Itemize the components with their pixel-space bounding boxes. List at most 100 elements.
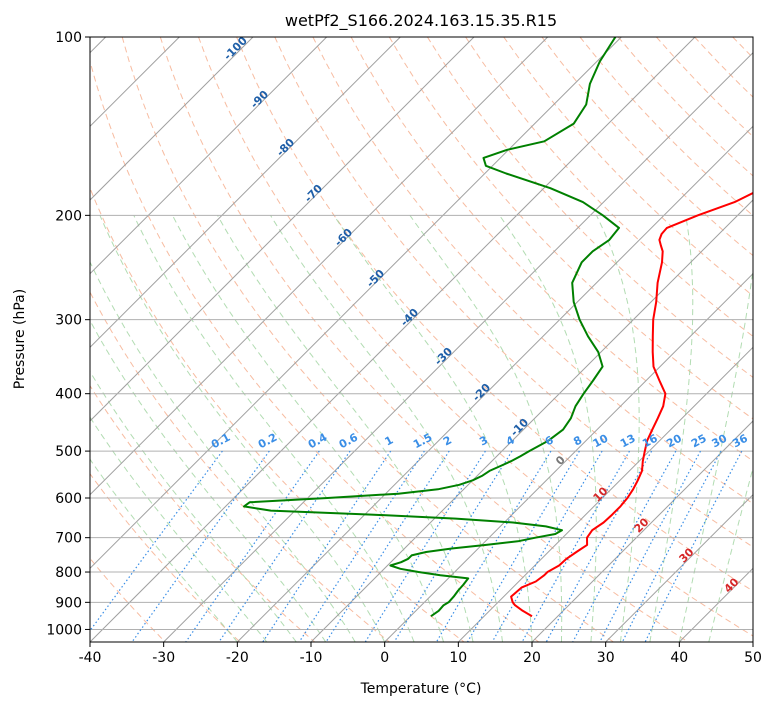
- temperature-profile-line: [510, 191, 753, 618]
- moist-adiabat: [499, 215, 597, 642]
- moist-adiabat: [133, 215, 415, 642]
- plot-frame: [89, 36, 754, 643]
- y-tick-label: 600: [55, 491, 82, 507]
- mixing-ratio-line: [325, 450, 450, 642]
- isotherm: [457, 346, 753, 642]
- dry-adiabat-label: -20: [470, 381, 493, 404]
- isotherm: [163, 51, 753, 642]
- mixing-ratio-line: [572, 450, 677, 642]
- dry-adiabat: [90, 384, 316, 642]
- moist-adiabat: [270, 215, 503, 642]
- mixing-ratio-label: 13: [618, 432, 638, 451]
- y-tick-label: 200: [55, 208, 82, 224]
- dry-adiabat-label: -80: [274, 136, 297, 159]
- dry-adiabat: [465, 37, 753, 338]
- x-tick-label: 20: [523, 650, 541, 666]
- chart-title: wetPf2_S166.2024.163.15.35.R15: [285, 11, 557, 31]
- dry-adiabat: [503, 37, 753, 297]
- mixing-ratio-line: [599, 450, 702, 642]
- mixing-ratio-line: [491, 450, 603, 642]
- mixing-ratio-line: [621, 450, 722, 642]
- dry-adiabat: [90, 291, 390, 642]
- mixing-ratio-label: 0.4: [306, 431, 330, 452]
- y-tick-label: 800: [55, 565, 82, 581]
- mixing-ratio-line: [90, 450, 223, 632]
- mixing-ratio-line: [185, 450, 320, 642]
- isotherm: [90, 37, 328, 275]
- dry-adiabat: [159, 37, 689, 642]
- mixing-ratio-label: 2: [441, 433, 454, 448]
- moist-adiabat: [90, 319, 327, 642]
- mixing-ratio-line: [218, 450, 351, 642]
- dry-adiabat-label: -60: [332, 226, 355, 249]
- x-tick-label: 40: [670, 650, 688, 666]
- x-tick-label: -30: [152, 650, 175, 666]
- moist-adiabat: [172, 215, 445, 642]
- dry-adiabat: [274, 37, 753, 548]
- isotherm: [90, 37, 475, 422]
- x-axis-title: Temperature (°C): [360, 681, 482, 697]
- x-tick-label: 10: [449, 650, 467, 666]
- dry-adiabat: [771, 37, 775, 642]
- axes: -40 -30 -20 -10 0 10 20 30 40 50 100 200 300 400 500 60…: [46, 30, 762, 666]
- background-lines: [90, 37, 775, 642]
- y-tick-label: 100: [55, 30, 82, 46]
- moist-adiabat: [90, 260, 356, 642]
- dry-adiabat: [388, 37, 753, 420]
- isotherm: [90, 37, 622, 570]
- dry-adiabat: [90, 557, 166, 642]
- y-tick-label: 400: [55, 387, 82, 403]
- mixing-ratio-label: 25: [689, 432, 709, 451]
- moist-adiabat: [649, 215, 694, 642]
- isotherm: [90, 37, 254, 201]
- mixing-ratio-line: [393, 450, 513, 642]
- mixing-ratio-label: 36: [730, 432, 750, 451]
- x-tick-label: 0: [380, 650, 389, 666]
- moist-adiabat: [409, 215, 563, 642]
- moist-adiabat: [596, 215, 640, 642]
- mixing-ratio-line: [644, 450, 743, 642]
- dry-adiabat-label: 30: [677, 545, 697, 565]
- isotherm: [90, 37, 401, 349]
- moist-adiabat: [90, 416, 268, 642]
- mixing-ratio-line: [131, 450, 270, 642]
- x-tick-label: -10: [300, 650, 323, 666]
- dry-adiabat: [426, 37, 753, 378]
- mixing-ratio-line: [545, 450, 653, 642]
- dry-adiabat: [90, 186, 465, 642]
- dry-adiabat: [312, 37, 753, 505]
- y-tick-label: 900: [55, 595, 82, 611]
- dry-adiabat: [90, 59, 540, 642]
- dry-adiabat-label: 10: [591, 484, 611, 504]
- isotherm: [752, 641, 753, 642]
- dry-adiabat-label: -50: [364, 267, 387, 290]
- dewpoint-profile-line: [243, 37, 620, 618]
- moist-adiabat: [678, 265, 753, 642]
- isotherm: [678, 567, 753, 642]
- y-tick-label: 700: [55, 531, 82, 547]
- moist-adiabat: [90, 370, 297, 642]
- x-tick-label: 50: [744, 650, 762, 666]
- moist-adiabat: [217, 215, 474, 642]
- dry-adiabat: [121, 37, 614, 642]
- dry-adiabat: [656, 37, 753, 138]
- mixing-ratio-label: 16: [640, 432, 660, 451]
- y-axis-title: Pressure (hPa): [12, 289, 28, 389]
- isotherm: [310, 199, 753, 642]
- moist-adiabat: [90, 458, 238, 642]
- isotherm: [236, 125, 753, 642]
- dry-adiabat: [694, 37, 753, 98]
- mixing-ratio-label: 8: [571, 433, 584, 448]
- mixing-ratio-label: 20: [664, 432, 684, 451]
- isotherm: [90, 37, 696, 642]
- dry-adiabat-label: -30: [432, 345, 455, 368]
- dry-adiabat: [732, 37, 753, 59]
- moist-adiabat: [99, 215, 386, 642]
- moist-adiabat: [333, 215, 533, 642]
- isotherm: [605, 493, 753, 642]
- y-tick-label: 1000: [46, 622, 82, 638]
- isotherm: [90, 37, 549, 496]
- y-tick-label: 300: [55, 313, 82, 329]
- dry-adiabat: [350, 37, 753, 462]
